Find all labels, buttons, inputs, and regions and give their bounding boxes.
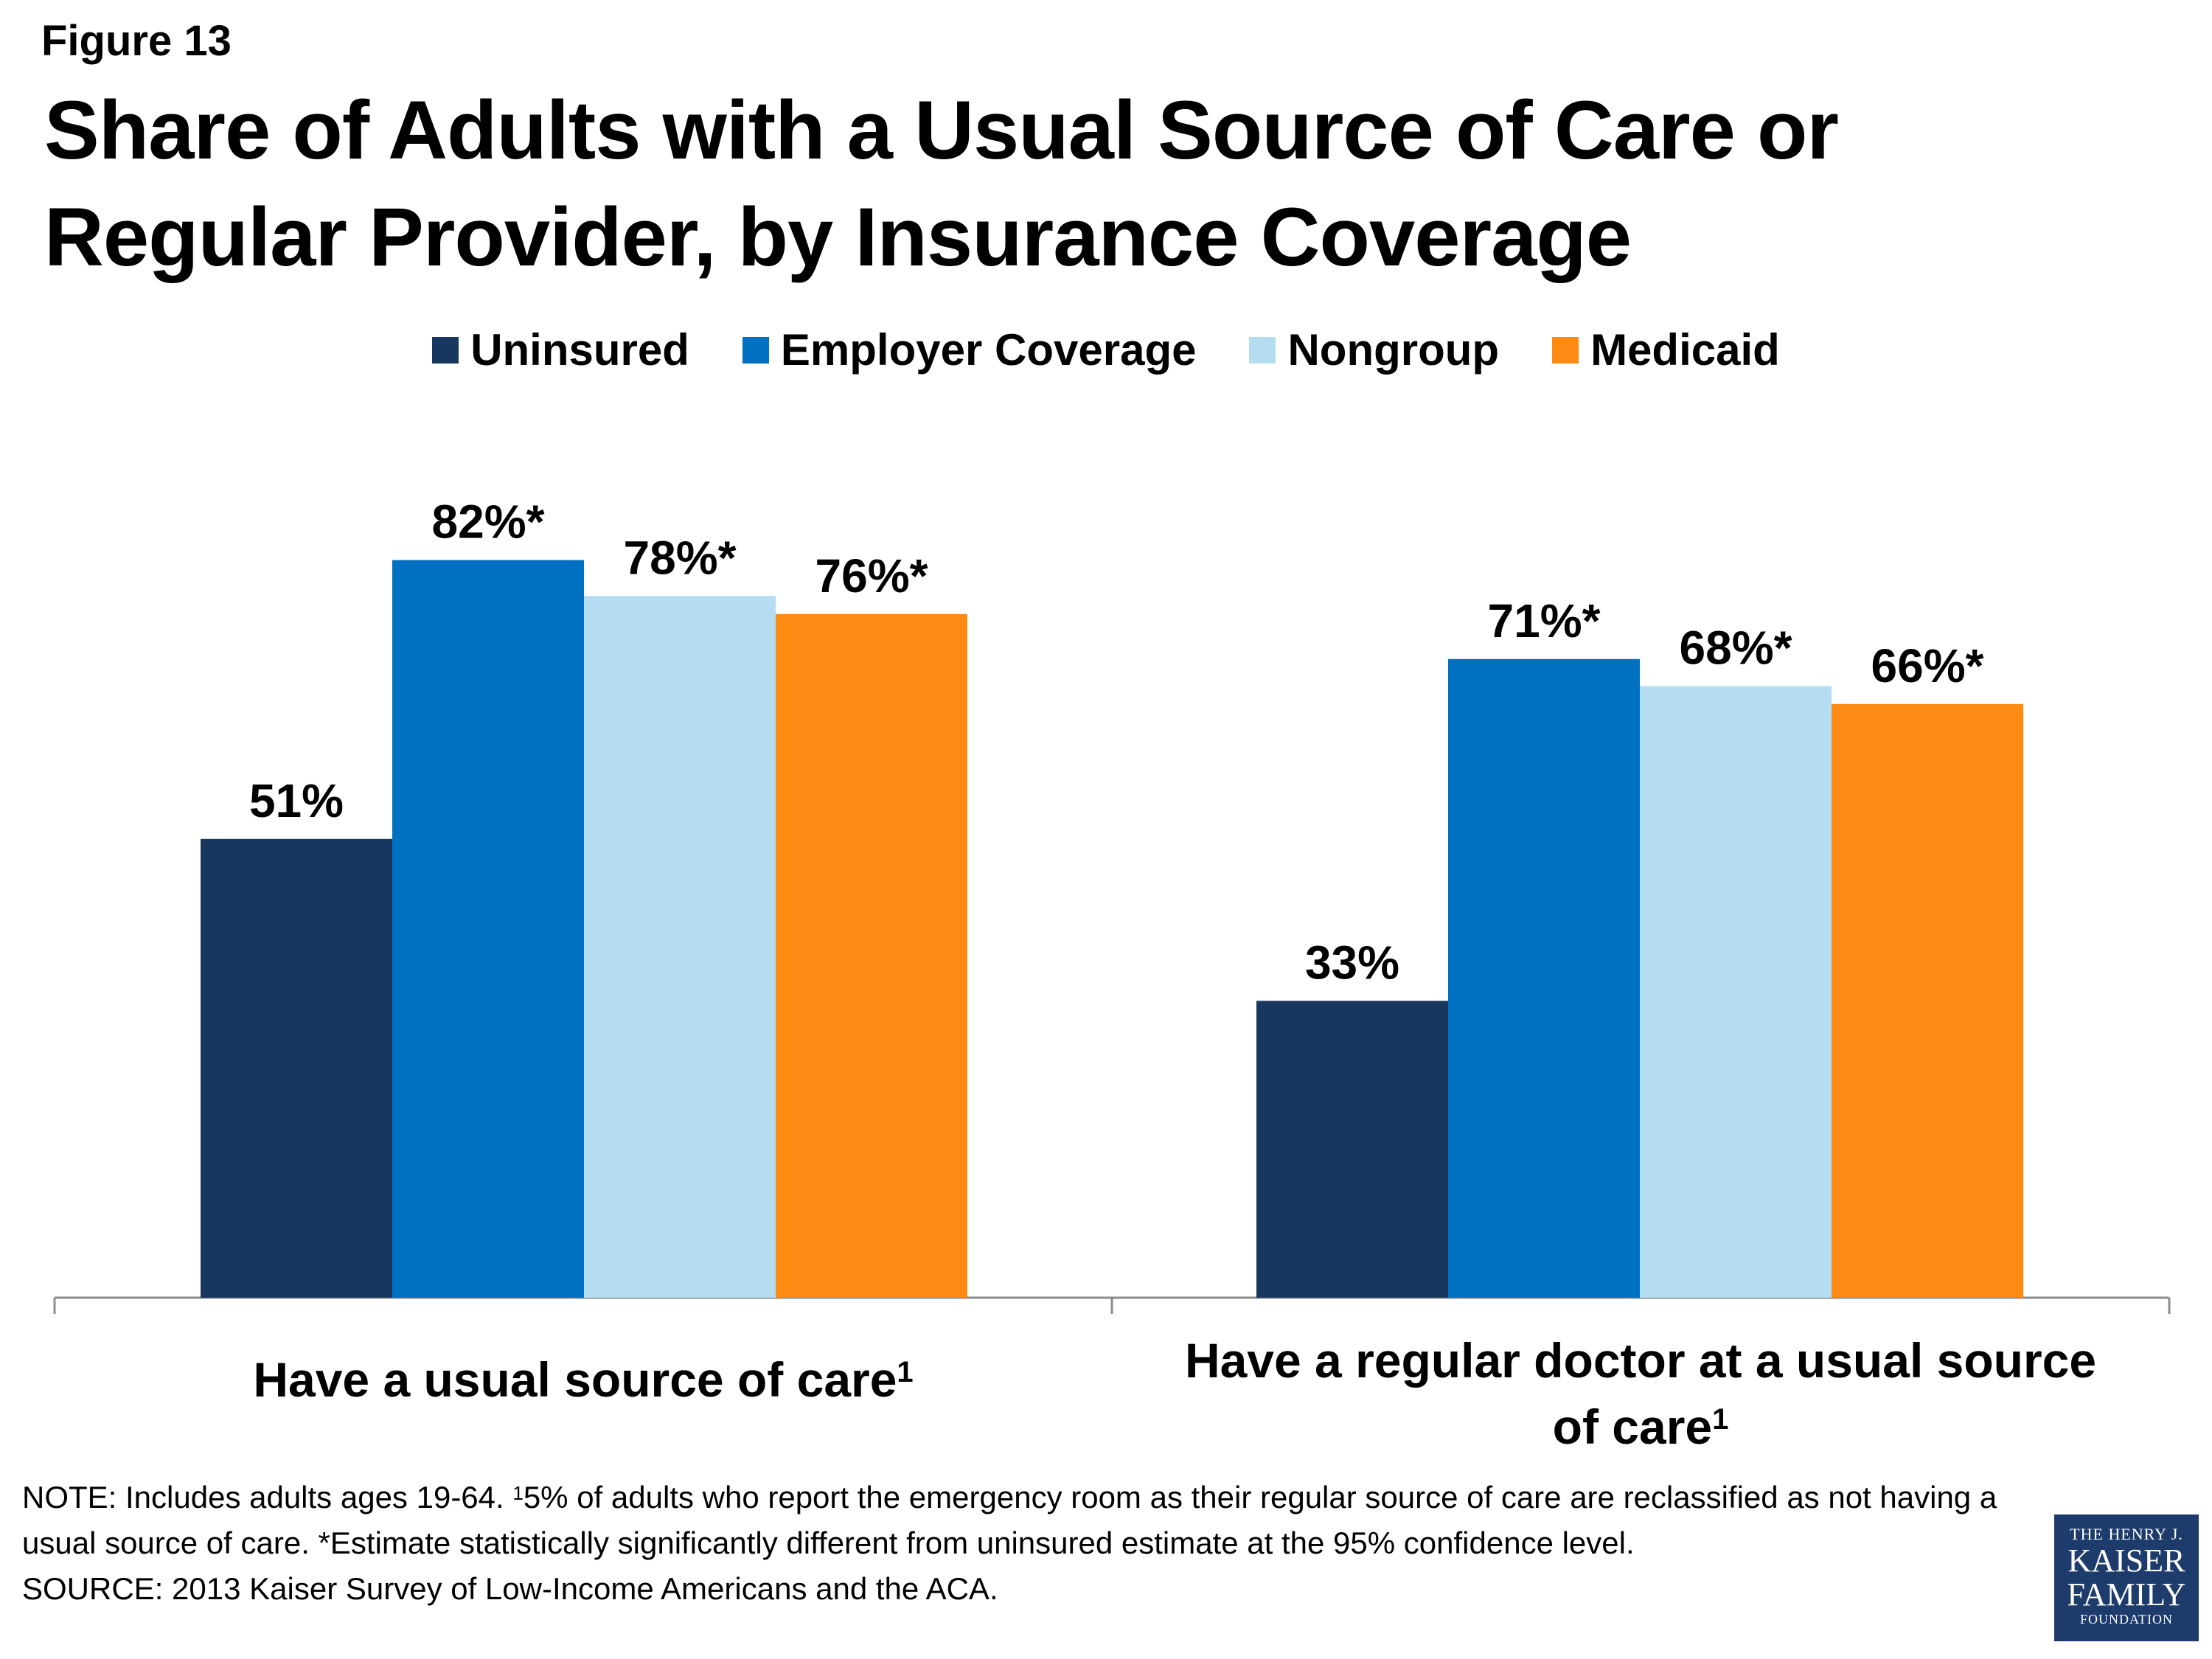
data-label: 76%*	[815, 549, 928, 602]
bar-chart-plot: 51% 82%* 78%* 76%* 33% 71%* 68%* 66%*	[53, 495, 2171, 1314]
category-label: Have a usual source of care1	[253, 1352, 914, 1407]
source-text: SOURCE: 2013 Kaiser Survey of Low-Income…	[22, 1571, 998, 1606]
bar	[1640, 686, 1832, 1298]
legend-item: Employer Coverage	[742, 324, 1197, 375]
legend-swatch	[432, 336, 459, 364]
legend-item: Uninsured	[432, 324, 689, 375]
data-label: 78%*	[624, 531, 737, 584]
legend-item: Nongroup	[1249, 324, 1499, 375]
bar	[392, 560, 584, 1298]
legend-item: Medicaid	[1552, 324, 1780, 375]
data-label: 68%*	[1680, 621, 1792, 674]
legend-swatch	[742, 336, 769, 364]
bar	[1832, 703, 2023, 1298]
footnote: NOTE: Includes adults ages 19-64. 15% of…	[22, 1475, 1998, 1612]
chart-legend: Uninsured Employer Coverage Nongroup Medica…	[0, 324, 2212, 375]
legend-swatch	[1552, 336, 1579, 364]
bar	[584, 596, 776, 1298]
legend-label: Uninsured	[470, 325, 689, 375]
data-label: 82%*	[432, 495, 545, 549]
legend-label: Employer Coverage	[780, 325, 1197, 375]
note-text: NOTE: Includes adults ages 19-64. 15% of…	[22, 1480, 1997, 1560]
data-label: 33%	[1305, 936, 1399, 989]
kaiser-family-foundation-logo: THE HENRY J. KAISER FAMILY FOUNDATION	[2054, 1514, 2199, 1641]
category-label: Have a regular doctor at a usual source …	[1184, 1333, 2097, 1454]
legend-swatch	[1249, 336, 1276, 364]
data-label: 71%*	[1488, 594, 1601, 647]
bar	[201, 838, 392, 1298]
bar	[1448, 658, 1640, 1298]
bar	[1256, 1001, 1448, 1298]
figure-label: Figure 13	[41, 17, 232, 65]
legend-label: Nongroup	[1287, 325, 1500, 375]
data-label: 51%	[249, 774, 344, 827]
chart-title: Share of Adults with a Usual Source of C…	[44, 84, 1839, 283]
bar	[776, 613, 967, 1298]
data-label: 66%*	[1871, 639, 1984, 692]
legend-label: Medicaid	[1590, 325, 1780, 375]
